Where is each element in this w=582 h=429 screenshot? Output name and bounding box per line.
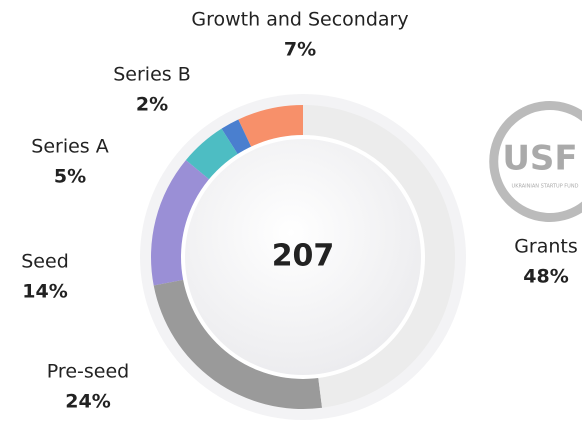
center-disc (181, 135, 425, 379)
logo: USF UKRAINIAN STARTUP FUND (489, 101, 582, 222)
slice-name: Series A (31, 136, 108, 158)
slice-name: Seed (21, 251, 69, 273)
slice-name: Growth and Secondary (191, 9, 408, 31)
slice-name: Grants (514, 236, 578, 258)
slice-name: Series B (113, 64, 191, 86)
slice (185, 128, 240, 182)
slice (150, 160, 213, 286)
logo-ring (489, 101, 582, 222)
slice-value: 24% (65, 391, 110, 413)
logo-subtitle: UKRAINIAN STARTUP FUND (512, 184, 579, 190)
slice-name: Pre-seed (47, 361, 129, 383)
slice-value: 48% (523, 266, 568, 288)
logo-text: USF (502, 139, 577, 179)
slice (221, 119, 253, 158)
slice-value: 14% (22, 281, 67, 303)
slice (303, 105, 455, 408)
labels: Growth and Secondary 7% Series B 2% Series A… (21, 9, 578, 413)
center-label: 207 (272, 239, 335, 274)
slice-value: 5% (54, 166, 86, 188)
slice-value: 2% (136, 94, 168, 116)
slice-value: 7% (284, 39, 316, 61)
